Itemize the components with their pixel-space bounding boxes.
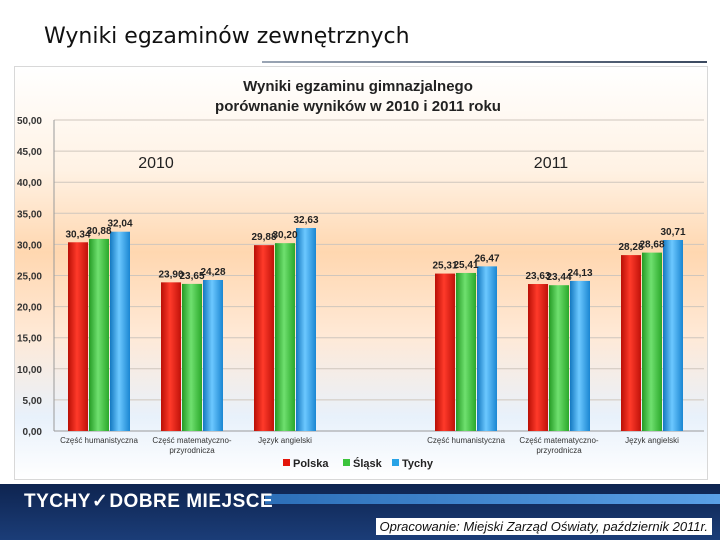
- slide-title: Wyniki egzaminów zewnętrznych: [44, 24, 410, 49]
- data-label: 24,13: [567, 268, 592, 279]
- category-label: przyrodnicza: [169, 446, 215, 455]
- y-tick-label: 20,00: [17, 303, 42, 314]
- footer-strip: [265, 494, 720, 504]
- y-tick-label: 30,00: [17, 240, 42, 251]
- data-label: 23,63: [525, 271, 550, 282]
- bar-tychy: [110, 231, 130, 431]
- category-label: Język angielski: [258, 436, 312, 445]
- data-label: 28,68: [639, 240, 664, 251]
- bar-polska: [68, 242, 88, 431]
- legend-label: Polska: [293, 458, 329, 470]
- year-label: 2011: [534, 155, 569, 172]
- legend-label: Tychy: [402, 458, 434, 470]
- bar-polska: [254, 245, 274, 431]
- category-label: przyrodnicza: [536, 446, 582, 455]
- bar-polska: [621, 255, 641, 431]
- bar-tychy: [663, 239, 683, 431]
- data-label: 30,88: [86, 226, 111, 237]
- bar-śląsk: [182, 283, 202, 431]
- y-tick-label: 15,00: [17, 334, 42, 345]
- category-label: Język angielski: [625, 436, 679, 445]
- bar-chart: Wyniki egzaminu gimnazjalnego porównanie…: [17, 78, 704, 470]
- bar-tychy: [570, 280, 590, 431]
- legend-swatch-śląsk: [343, 459, 350, 466]
- bar-tychy: [477, 266, 497, 431]
- bar-tychy: [203, 279, 223, 431]
- credit-note: Opracowanie: Miejski Zarząd Oświaty, paź…: [375, 518, 712, 535]
- category-label: Część matematyczno-: [519, 436, 598, 445]
- y-tick-label: 5,00: [23, 396, 43, 407]
- bar-polska: [161, 282, 181, 431]
- chart-subtitle: porównanie wyników w 2010 i 2011 roku: [215, 98, 501, 115]
- bar-śląsk: [642, 252, 662, 431]
- y-tick-label: 35,00: [17, 209, 42, 220]
- bar-śląsk: [275, 243, 295, 431]
- check-icon: ✓: [91, 491, 109, 512]
- data-label: 30,34: [65, 229, 90, 240]
- category-label: Część matematyczno-: [152, 436, 231, 445]
- bar-śląsk: [456, 272, 476, 431]
- bar-śląsk: [89, 238, 109, 431]
- legend-swatch-tychy: [392, 459, 399, 466]
- legend-swatch-polska: [283, 459, 290, 466]
- data-label: 26,47: [474, 253, 499, 264]
- data-label: 29,88: [251, 232, 276, 243]
- y-tick-label: 0,00: [23, 427, 43, 438]
- y-tick-label: 50,00: [17, 116, 42, 127]
- bar-tychy: [296, 228, 316, 431]
- data-label: 25,31: [432, 261, 457, 272]
- y-tick-label: 10,00: [17, 365, 42, 376]
- year-label: 2010: [138, 155, 174, 172]
- city-logo: TYCHY✓DOBRE MIEJSCE: [24, 490, 273, 513]
- logo-text-dobre-miejsce: DOBRE MIEJSCE: [109, 491, 274, 512]
- data-label: 23,90: [158, 269, 183, 280]
- data-label: 30,71: [660, 227, 685, 238]
- bar-polska: [435, 273, 455, 431]
- legend-label: Śląsk: [353, 457, 383, 470]
- logo-text-tychy: TYCHY: [24, 491, 91, 512]
- bar-polska: [528, 284, 548, 431]
- y-tick-label: 25,00: [17, 272, 42, 283]
- chart-title: Wyniki egzaminu gimnazjalnego: [243, 78, 473, 95]
- title-rule: [262, 61, 707, 63]
- data-label: 23,65: [179, 271, 204, 282]
- y-tick-label: 40,00: [17, 178, 42, 189]
- bar-śląsk: [549, 285, 569, 431]
- data-label: 32,04: [107, 219, 132, 230]
- category-label: Część humanistyczna: [427, 436, 505, 445]
- data-label: 25,41: [453, 260, 478, 271]
- data-label: 28,28: [618, 242, 643, 253]
- data-label: 32,63: [293, 215, 318, 226]
- data-label: 30,20: [272, 230, 297, 241]
- category-label: Część humanistyczna: [60, 436, 138, 445]
- data-label: 24,28: [200, 267, 225, 278]
- y-tick-label: 45,00: [17, 147, 42, 158]
- data-label: 23,44: [546, 272, 571, 283]
